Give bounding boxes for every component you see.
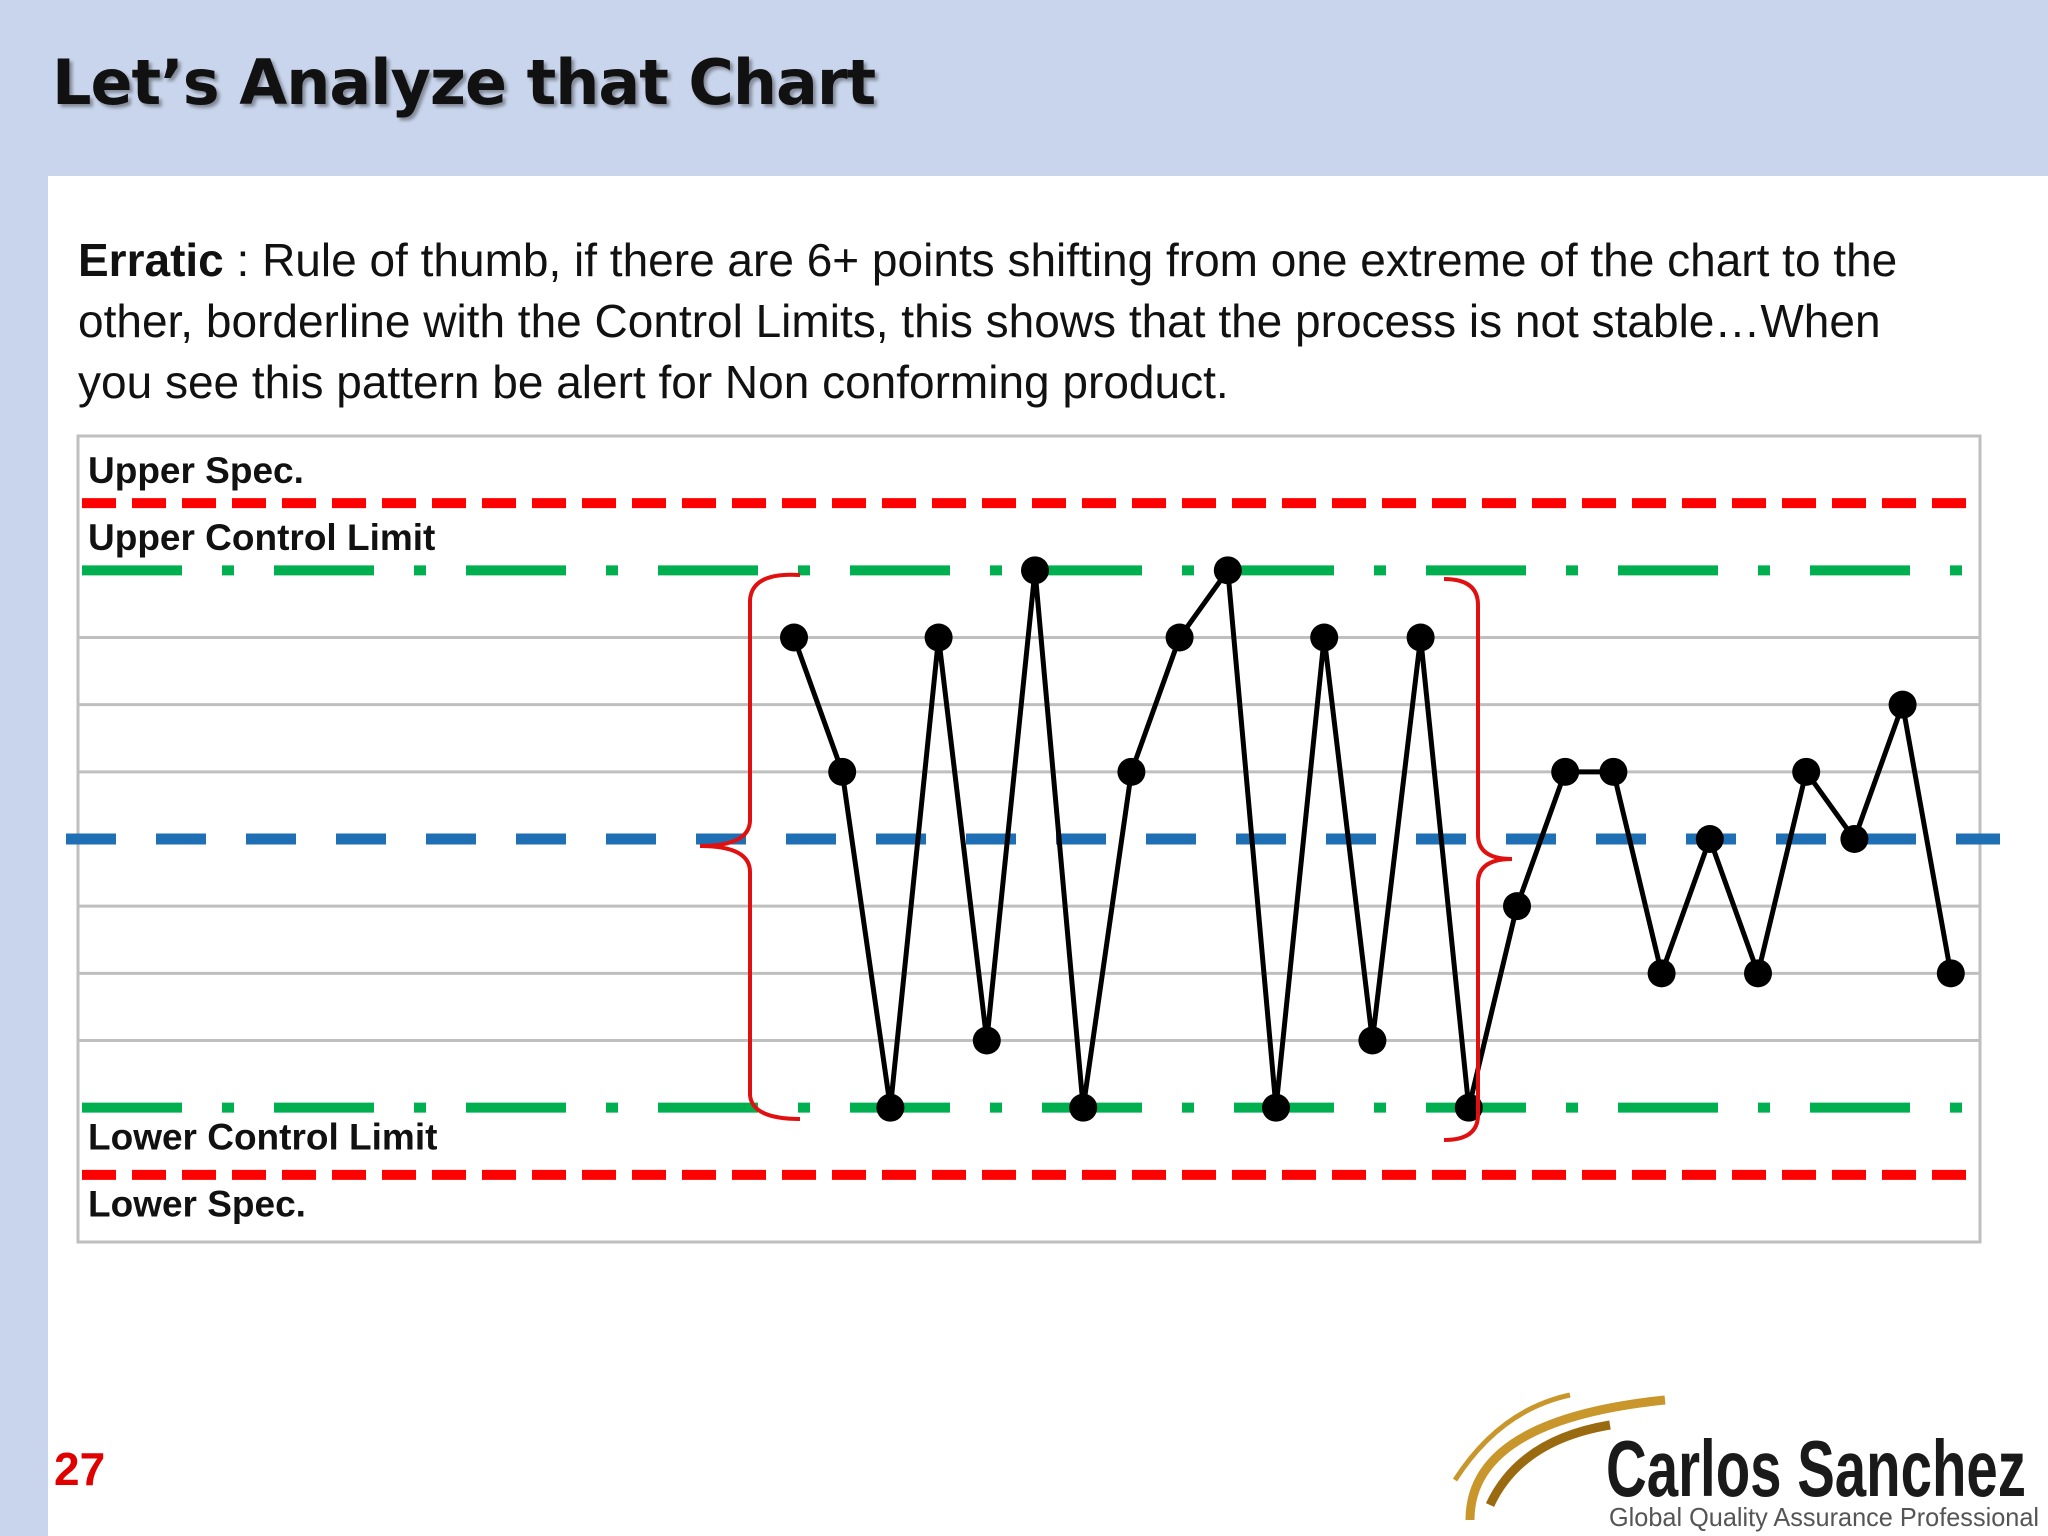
data-point [1599, 757, 1628, 786]
data-point [828, 757, 857, 786]
data-point [972, 1026, 1001, 1055]
page-number: 27 [54, 1443, 105, 1495]
data-point [1117, 757, 1146, 786]
data-point [1647, 959, 1676, 988]
data-point [1406, 623, 1435, 652]
logo-swoosh [1452, 1392, 1666, 1521]
data-point [1358, 1026, 1387, 1055]
data-point [876, 1093, 905, 1122]
data-point [1310, 623, 1339, 652]
data-point [1695, 825, 1724, 853]
data-point [1069, 1093, 1098, 1122]
data-point [1840, 825, 1869, 853]
bracket-left [699, 572, 801, 1121]
data-point [1213, 556, 1242, 585]
logo-tagline: Global Quality Assurance Professional [1609, 1502, 2039, 1532]
bracket-right [1443, 577, 1513, 1142]
data-point [1165, 623, 1194, 652]
limit-label: Lower Spec. [88, 1184, 306, 1225]
data-point [1262, 1093, 1290, 1122]
data-point [1454, 1093, 1483, 1122]
data-point [1021, 556, 1049, 585]
slide-title: Let’s Analyze that Chart [52, 46, 876, 119]
data-point [1744, 959, 1772, 988]
data-point [1936, 959, 1965, 988]
data-point [924, 623, 953, 652]
data-point [1503, 892, 1531, 921]
data-point [1792, 757, 1821, 786]
data-point [1888, 690, 1917, 719]
limit-label: Upper Spec. [88, 450, 304, 491]
data-point [780, 623, 808, 652]
term: Erratic [78, 234, 224, 286]
data-point [1551, 757, 1580, 786]
limit-label: Lower Control Limit [88, 1116, 437, 1157]
body-text: Erratic : Rule of thumb, if there are 6+… [78, 230, 1958, 413]
logo-name: Carlos Sanchez [1606, 1424, 2026, 1513]
limit-label: Upper Control Limit [88, 517, 435, 558]
description: : Rule of thumb, if there are 6+ points … [78, 234, 1898, 408]
